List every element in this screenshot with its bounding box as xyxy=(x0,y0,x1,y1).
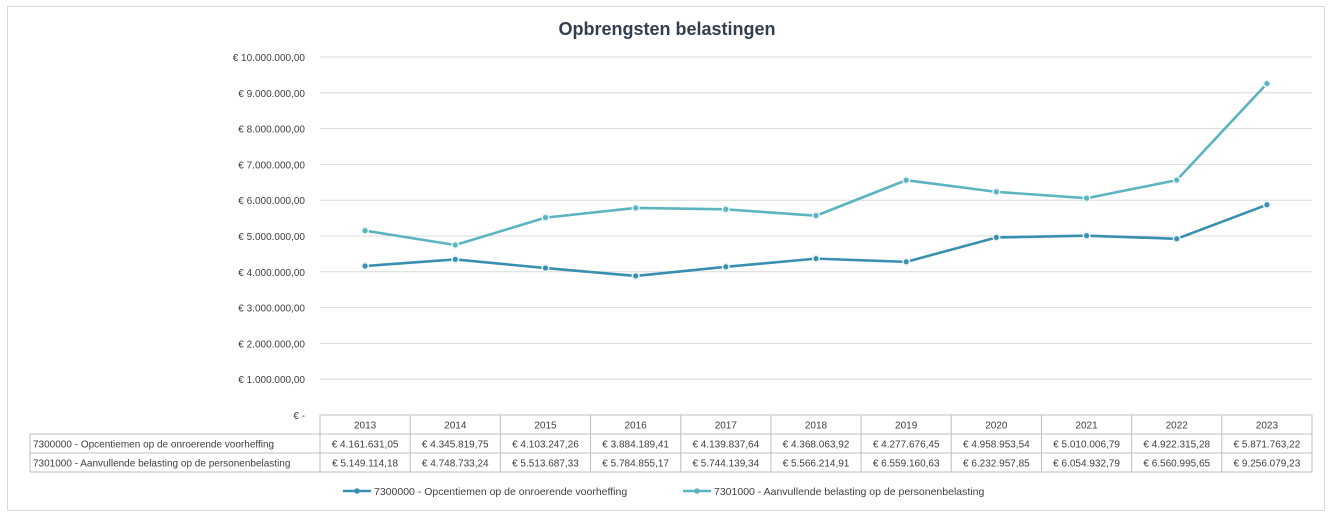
data-point xyxy=(631,203,640,212)
data-label: € 6.054.932,79 xyxy=(1053,459,1120,470)
y-tick-label: € - xyxy=(293,411,305,422)
data-label: € 6.559.160,63 xyxy=(873,459,940,470)
data-point xyxy=(361,226,370,235)
data-label: € 4.103.247,26 xyxy=(512,440,579,451)
data-point xyxy=(721,262,730,271)
y-tick-label: € 7.000.000,00 xyxy=(238,160,305,171)
legend: 7300000 - Opcentiemen op de onroerende v… xyxy=(343,486,984,498)
y-axis: € - € 1.000.000,00 € 2.000.000,00 € 3.000.0… xyxy=(233,53,306,422)
y-tick-label: € 3.000.000,00 xyxy=(238,304,305,315)
data-point xyxy=(1172,176,1181,185)
data-label: € 5.010.006,79 xyxy=(1053,440,1120,451)
data-label: € 6.232.957,85 xyxy=(963,459,1030,470)
x-tick-label: 2022 xyxy=(1166,421,1189,432)
x-tick-label: 2020 xyxy=(985,421,1008,432)
y-tick-label: € 1.000.000,00 xyxy=(238,375,305,386)
table-series-name: 7300000 - Opcentiemen op de onroerende v… xyxy=(33,440,274,451)
data-label: € 9.256.079,23 xyxy=(1234,459,1301,470)
x-tick-label: 2016 xyxy=(625,421,648,432)
chart-area xyxy=(7,6,1325,511)
x-tick-label: 2017 xyxy=(715,421,738,432)
legend-label: 7301000 - Aanvullende belasting op de pe… xyxy=(714,486,984,498)
x-tick-label: 2023 xyxy=(1256,421,1279,432)
x-tick-label: 2018 xyxy=(805,421,828,432)
data-point xyxy=(631,271,640,280)
data-point xyxy=(1262,79,1271,88)
data-label: € 5.784.855,17 xyxy=(602,459,669,470)
data-point xyxy=(811,211,821,220)
data-label: € 5.513.687,33 xyxy=(512,459,579,470)
data-point xyxy=(1262,200,1271,209)
table-series-name: 7301000 - Aanvullende belasting op de pe… xyxy=(33,459,290,470)
data-point xyxy=(1172,234,1181,243)
gridlines xyxy=(320,56,1312,380)
x-tick-label: 2014 xyxy=(444,421,467,432)
data-point xyxy=(451,240,460,250)
data-point xyxy=(811,254,821,263)
data-point xyxy=(902,176,911,185)
legend-item: 7301000 - Aanvullende belasting op de pe… xyxy=(683,486,984,498)
y-tick-label: € 6.000.000,00 xyxy=(238,196,305,207)
data-label: € 4.161.631,05 xyxy=(332,440,399,451)
data-point xyxy=(721,205,730,214)
x-tick-label: 2015 xyxy=(534,421,557,432)
data-label: € 4.958.953,54 xyxy=(963,440,1030,451)
data-point xyxy=(992,187,1001,196)
data-point xyxy=(361,261,370,271)
data-point xyxy=(451,255,460,264)
data-label: € 5.744.139,34 xyxy=(692,459,759,470)
y-tick-label: € 4.000.000,00 xyxy=(238,268,305,279)
data-label: € 4.345.819,75 xyxy=(422,440,489,451)
x-tick-label: 2019 xyxy=(895,421,918,432)
data-label: € 4.748.733,24 xyxy=(422,459,489,470)
data-point xyxy=(1082,231,1091,240)
x-tick-label: 2013 xyxy=(354,421,377,432)
data-label: € 6.560.995,65 xyxy=(1143,459,1210,470)
data-point xyxy=(541,213,550,222)
data-label: € 5.871.763,22 xyxy=(1234,440,1301,451)
data-label: € 4.922.315,28 xyxy=(1143,440,1210,451)
plot-lines xyxy=(361,79,1271,280)
data-label: € 3.884.189,41 xyxy=(602,440,669,451)
data-label: € 5.149.114,18 xyxy=(332,459,398,470)
legend-label: 7300000 - Opcentiemen op de onroerende v… xyxy=(374,486,627,498)
data-point xyxy=(992,233,1001,242)
data-point xyxy=(1082,194,1091,203)
y-tick-label: € 9.000.000,00 xyxy=(238,89,305,100)
data-label: € 4.277.676,45 xyxy=(873,440,940,451)
legend-marker xyxy=(694,488,700,494)
y-tick-label: € 2.000.000,00 xyxy=(238,339,305,350)
legend-item: 7300000 - Opcentiemen op de onroerende v… xyxy=(343,486,627,498)
data-table: 2013 2014 2015 2016 2017 2018 2019 2020 2021 2022… xyxy=(29,414,1313,473)
chart-title: Opbrengsten belastingen xyxy=(558,19,775,39)
legend-marker xyxy=(354,488,360,494)
x-tick-label: 2021 xyxy=(1075,421,1098,432)
data-label: € 5.566.214,91 xyxy=(783,459,850,470)
data-point xyxy=(541,264,550,273)
y-tick-label: € 10.000.000,00 xyxy=(233,53,306,64)
y-tick-label: € 8.000.000,00 xyxy=(238,125,305,136)
data-label: € 4.139.837,64 xyxy=(692,440,759,451)
data-label: € 4.368.063,92 xyxy=(783,440,850,451)
data-point xyxy=(902,257,911,266)
y-tick-label: € 5.000.000,00 xyxy=(238,232,305,243)
